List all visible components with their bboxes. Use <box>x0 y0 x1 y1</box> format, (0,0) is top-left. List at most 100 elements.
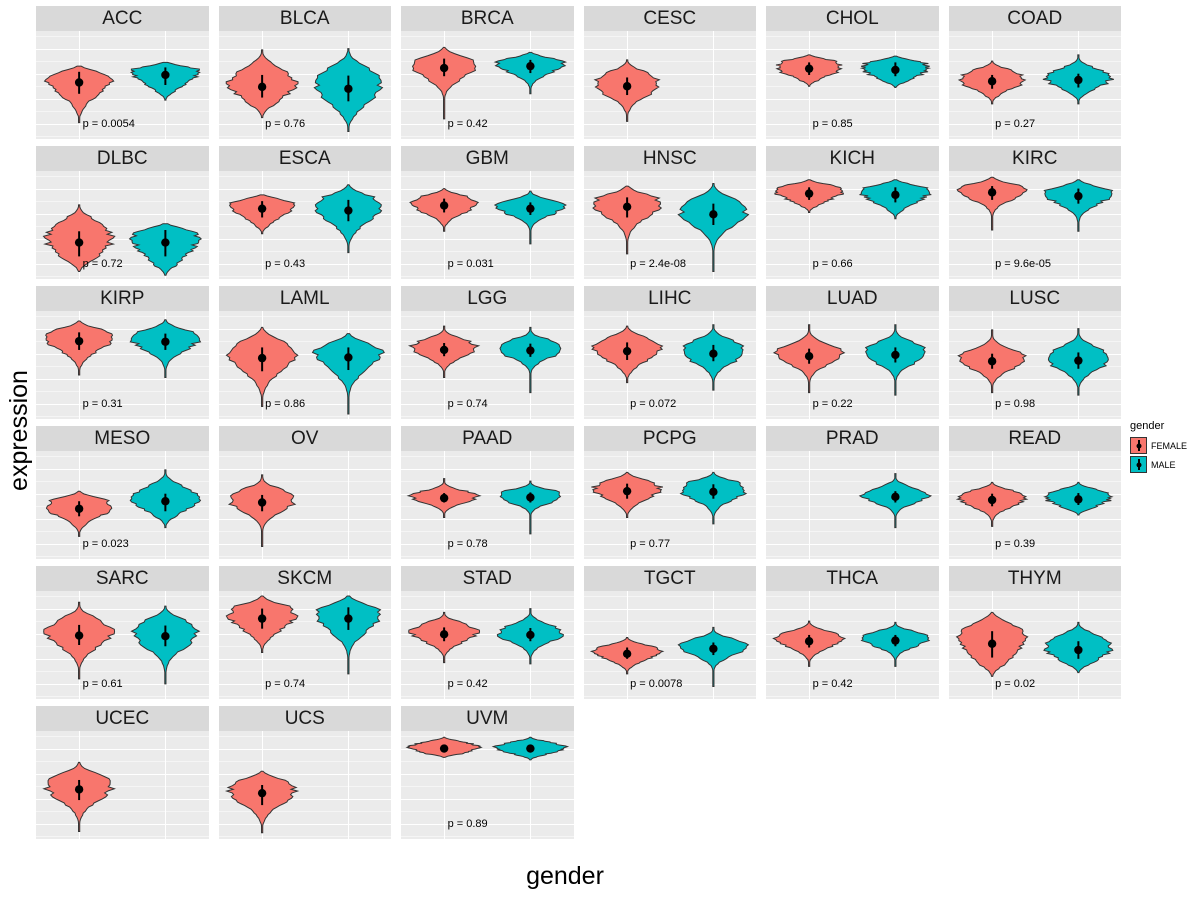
gridline-vertical <box>444 731 446 839</box>
violin-shapes <box>225 326 385 415</box>
facet-strip-lusc: LUSC <box>948 286 1121 311</box>
gridline-minor <box>36 481 209 483</box>
gridline-major <box>218 188 391 190</box>
gridline-major <box>583 123 756 125</box>
facet-panel-blca: BLCA p = 0.76 <box>218 6 391 139</box>
median-point <box>343 206 353 215</box>
gridline-minor <box>766 556 939 558</box>
panel-plot-area: p = 0.3120-2-4 <box>36 311 209 419</box>
median-point <box>257 614 266 623</box>
gridline-minor <box>218 136 391 138</box>
legend-label: MALE <box>1151 459 1176 470</box>
legend-item-male[interactable]: MALE <box>1130 456 1200 473</box>
gridline-major <box>583 633 756 635</box>
panel-plot-area <box>766 451 939 559</box>
violin-shapes <box>409 188 567 245</box>
gridline-minor <box>583 416 756 418</box>
gridline-major <box>766 658 939 660</box>
facet-panel-paad: PAAD p = 0.78 <box>401 426 574 559</box>
gridline-minor <box>218 226 391 228</box>
gridline-minor <box>36 176 209 178</box>
gridline-major <box>583 213 756 215</box>
gridline-minor <box>36 36 209 38</box>
median-point <box>257 498 266 507</box>
panel-plot-area: p = 0.0078FEMALEMALE <box>583 591 756 699</box>
gridline-minor <box>36 201 209 203</box>
gridline-minor <box>36 341 209 343</box>
median-point <box>526 61 535 71</box>
legend-label: FEMALE <box>1151 440 1188 451</box>
gridline-minor <box>218 671 391 673</box>
violin-male <box>1042 179 1113 232</box>
gridline-major <box>36 748 209 750</box>
panel-plot-area: p = 0.98 <box>948 311 1121 419</box>
median-point <box>622 346 631 356</box>
median-point <box>257 788 266 798</box>
gridline-major <box>583 238 756 240</box>
facet-panel-coad: COAD p = 0.27 <box>948 6 1121 139</box>
gridline-minor <box>766 416 939 418</box>
violin-shapes <box>42 761 116 832</box>
gridline-major <box>36 73 209 75</box>
violin-shapes <box>405 736 570 761</box>
gridline-minor <box>583 366 756 368</box>
p-value-label: p = 0.76 <box>265 118 306 131</box>
p-value-label: p = 0.31 <box>82 398 123 411</box>
facet-strip-label: BRCA <box>460 8 514 29</box>
gridline-minor <box>401 316 574 318</box>
gridline-minor <box>948 251 1121 253</box>
gridline-major <box>36 633 209 635</box>
violin-shapes <box>45 319 202 379</box>
panel-plot-area: p = 0.85 <box>766 31 939 139</box>
median-point <box>804 64 814 73</box>
gridline-major <box>401 238 574 240</box>
gridline-major <box>766 73 939 75</box>
gridline-minor <box>948 506 1121 508</box>
gridline-minor <box>36 696 209 698</box>
facet-strip-lihc: LIHC <box>583 286 756 311</box>
median-point <box>804 352 814 361</box>
median-point <box>891 190 900 200</box>
gridline-minor <box>401 251 574 253</box>
violin-shapes <box>411 46 568 120</box>
legend-item-female[interactable]: FEMALE <box>1130 437 1200 454</box>
gridline-major <box>766 263 939 265</box>
gridline-major <box>218 73 391 75</box>
facet-strip-kich: KICH <box>766 146 939 171</box>
gridline-major <box>948 608 1121 610</box>
gridline-minor <box>583 531 756 533</box>
panel-plot-area: p = 9.6e-05 <box>948 171 1121 279</box>
gridline-minor <box>36 61 209 63</box>
violin-shapes <box>225 595 381 675</box>
median-point <box>343 84 353 93</box>
facet-strip-lgg: LGG <box>401 286 574 311</box>
legend-key-dot <box>1136 462 1141 467</box>
gridline-minor <box>766 251 939 253</box>
median-point <box>526 204 535 213</box>
gridline-minor <box>948 201 1121 203</box>
gridline-major <box>401 48 574 50</box>
gridline-major <box>948 518 1121 520</box>
facet-panel-kirc: KIRC p = 9.6e-05 <box>948 146 1121 279</box>
violin-shapes <box>775 54 932 89</box>
gridline-minor <box>401 341 574 343</box>
gridline-major <box>948 403 1121 405</box>
gridline-major <box>218 633 391 635</box>
gridline-minor <box>948 696 1121 698</box>
facet-strip-label: THYM <box>1007 568 1062 589</box>
violin-female <box>955 176 1028 231</box>
facet-strip-kirc: KIRC <box>948 146 1121 171</box>
gridline-minor <box>401 366 574 368</box>
median-point <box>439 201 449 210</box>
gridline-minor <box>36 531 209 533</box>
gridline-minor <box>766 136 939 138</box>
gridline-minor <box>583 111 756 113</box>
violin-shapes <box>224 770 299 834</box>
facet-panel-hnsc: HNSC p = 2.4e-08 <box>583 146 756 279</box>
facet-strip-label: UCS <box>284 708 325 729</box>
gridline-minor <box>218 786 391 788</box>
gridline-minor <box>948 671 1121 673</box>
